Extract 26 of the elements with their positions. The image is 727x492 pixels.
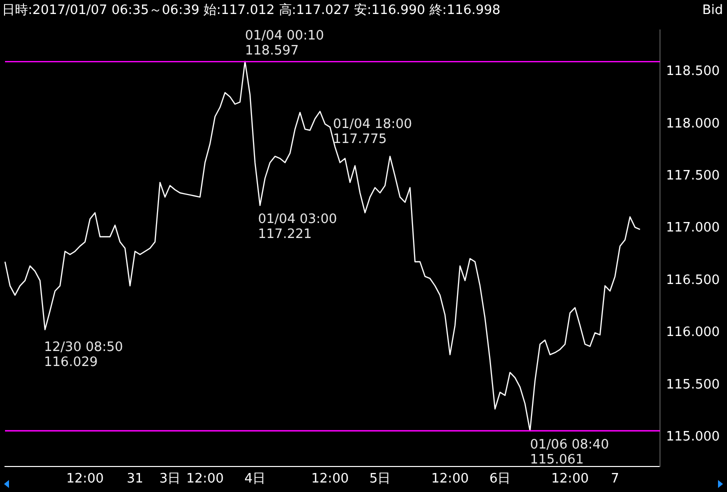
y-tick-label: 116.500 bbox=[666, 272, 720, 288]
x-tick-label: 4日 bbox=[244, 472, 266, 487]
y-tick-label: 116.000 bbox=[666, 325, 720, 340]
annotation: 01/06 08:40 115.061 bbox=[530, 438, 610, 468]
y-tick-label: 115.500 bbox=[666, 377, 720, 392]
x-tick-label: 6日 bbox=[489, 472, 511, 487]
annotation: 12/30 08:50 116.029 bbox=[44, 340, 124, 370]
chart-title: 日時:2017/01/07 06:35～06:39 始:117.012 高:117.027 安:116.990 終:116.998 bbox=[2, 2, 500, 18]
y-tick-label: 118.000 bbox=[666, 116, 720, 132]
annotation: 01/04 18:00 117.775 bbox=[333, 116, 412, 147]
x-tick-label: 3日 bbox=[159, 472, 181, 487]
x-tick-label: 5日 bbox=[369, 472, 391, 487]
y-tick-label: 117.500 bbox=[666, 168, 720, 184]
y-tick-label: 115.000 bbox=[666, 430, 720, 445]
annotation: 01/04 00:10 118.597 bbox=[245, 28, 324, 59]
x-tick-label: 12:00 bbox=[551, 472, 589, 487]
x-tick-label: 12:00 bbox=[311, 472, 349, 487]
x-tick-label: 31 bbox=[126, 472, 144, 487]
x-tick-label: 12:00 bbox=[186, 472, 224, 487]
annotation: 01/04 03:00 117.221 bbox=[258, 212, 338, 242]
y-tick-label: 117.000 bbox=[666, 220, 720, 236]
x-tick-label: 12:00 bbox=[66, 472, 104, 487]
text: Bid bbox=[702, 2, 723, 18]
x-tick-label: 7 bbox=[610, 472, 620, 487]
x-tick-label: 12:00 bbox=[431, 472, 469, 487]
y-tick-label: 118.500 bbox=[666, 64, 720, 80]
